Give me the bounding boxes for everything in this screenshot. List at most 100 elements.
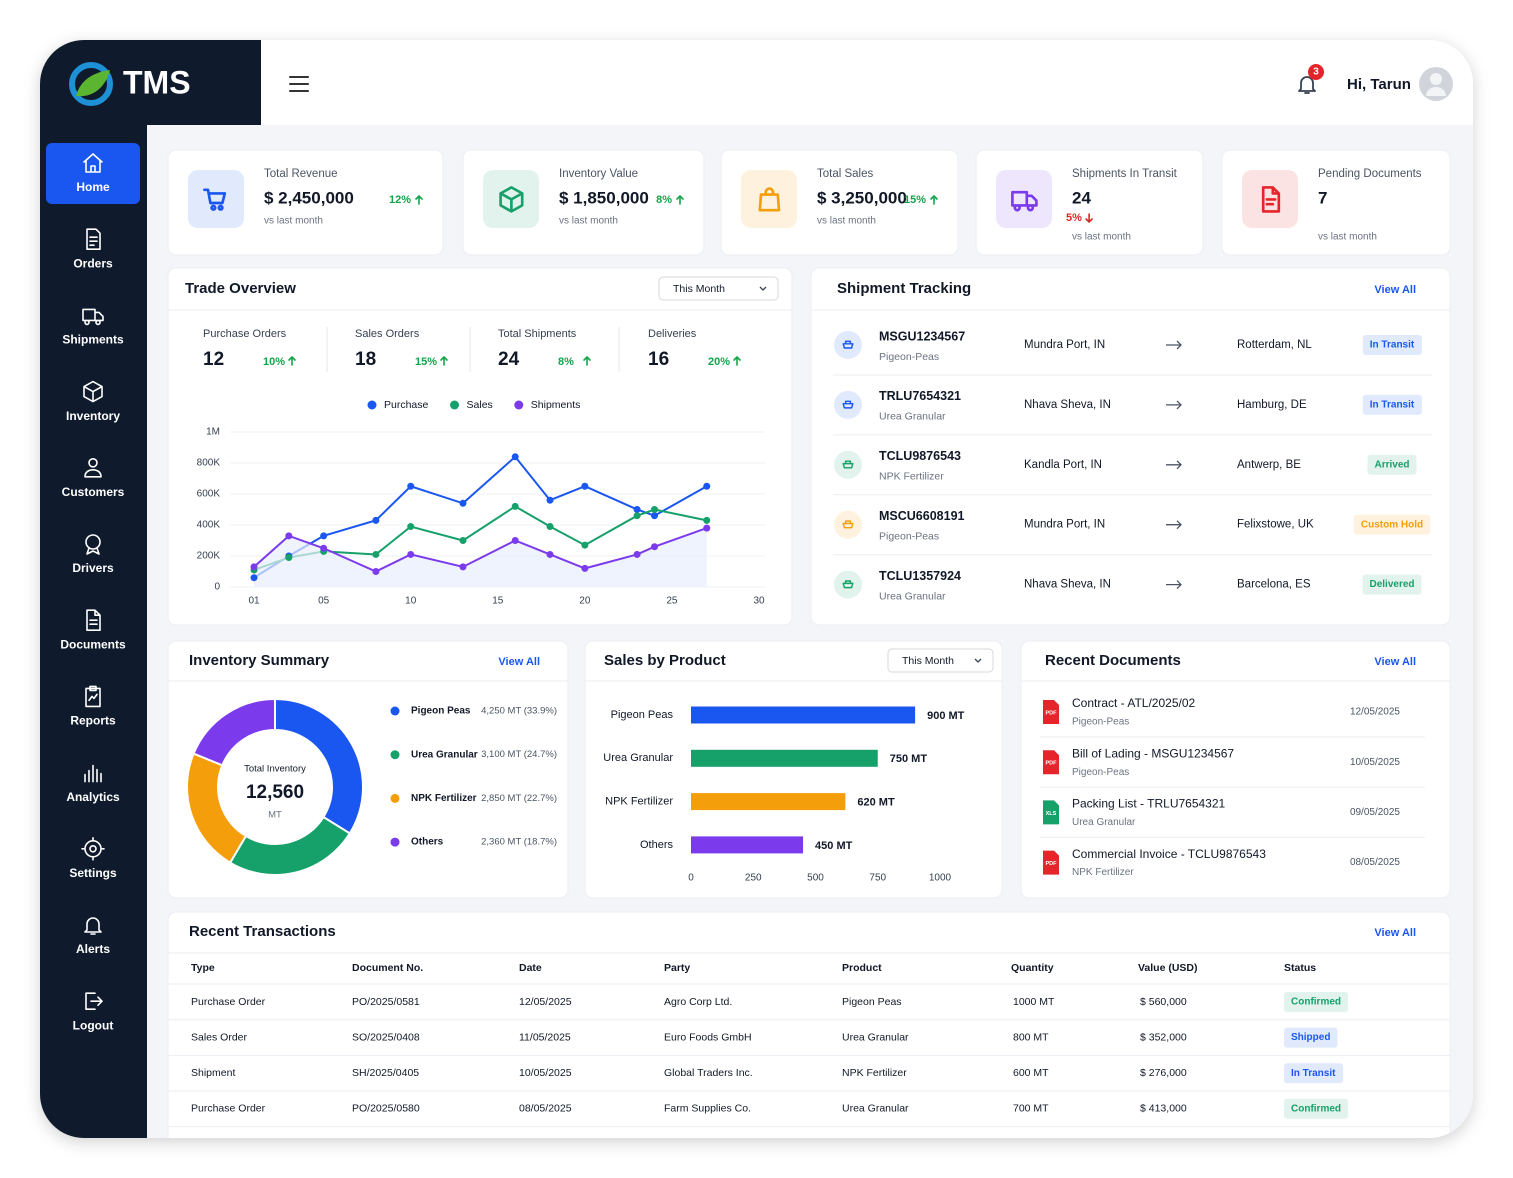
- x-tick-label: 0: [688, 873, 694, 884]
- nav-icon: [82, 308, 104, 326]
- view-all-link[interactable]: View All: [1374, 927, 1416, 939]
- sales-by-product-panel: [584, 640, 1003, 899]
- nav-item[interactable]: Alerts: [76, 917, 110, 956]
- bar: [691, 749, 878, 767]
- view-all-link[interactable]: View All: [1374, 656, 1416, 668]
- legend-value: 3,100 MT (24.7%): [481, 749, 557, 760]
- nav-item[interactable]: Shipments: [62, 308, 124, 347]
- stat-change: 15%: [415, 356, 437, 368]
- stat-change: 8%: [558, 356, 574, 368]
- file-type: PDF: [1046, 861, 1058, 867]
- legend-value: 4,250 MT (33.9%): [481, 706, 557, 717]
- table-cell: Euro Foods GmbH: [664, 1031, 752, 1043]
- legend-label: Purchase: [384, 399, 429, 411]
- nav-item[interactable]: Analytics: [66, 764, 120, 804]
- nav-label: Analytics: [66, 790, 120, 804]
- kpi-title: Pending Documents: [1318, 168, 1422, 180]
- table-cell: Pigeon Peas: [842, 996, 902, 1008]
- legend-marker: [514, 400, 524, 410]
- table-cell: 08/05/2025: [519, 1103, 572, 1115]
- status-badge: [1284, 1063, 1344, 1084]
- file-icon: [1043, 800, 1059, 825]
- line-point: [459, 537, 467, 544]
- nav-label: Inventory: [66, 409, 120, 423]
- document-title: Commercial Invoice - TCLU9876543: [1072, 847, 1266, 861]
- nav-item-active: [46, 143, 140, 204]
- file-icon: [1043, 750, 1059, 775]
- file-type: XLS: [1046, 811, 1057, 817]
- shipment-destination: Barcelona, ES: [1237, 579, 1311, 591]
- x-tick-label: 15: [492, 596, 504, 607]
- nav-icon: [86, 228, 101, 250]
- shipment-icon-bg: [834, 331, 862, 359]
- line-point: [581, 564, 589, 572]
- line-point: [546, 523, 554, 531]
- nav-item[interactable]: Documents: [60, 609, 126, 651]
- nav-label: Customers: [62, 485, 125, 499]
- line-point: [250, 563, 258, 571]
- nav-item[interactable]: Reports: [70, 685, 116, 728]
- status-badge: [1362, 335, 1422, 355]
- shipment-icon-bg: [834, 390, 862, 419]
- view-all-link[interactable]: View All: [498, 656, 540, 668]
- shipment-icon: [842, 460, 854, 469]
- shipment-destination: Rotterdam, NL: [1237, 339, 1312, 351]
- status-badge-text: Confirmed: [1291, 1103, 1341, 1114]
- shipment-origin: Mundra Port, IN: [1024, 519, 1105, 531]
- nav-label: Drivers: [72, 561, 114, 575]
- legend-marker: [390, 793, 400, 803]
- line-point: [511, 453, 519, 461]
- kpi-change: 5%: [1066, 212, 1082, 224]
- legend-marker: [390, 750, 400, 760]
- nav-label: Reports: [70, 714, 116, 728]
- nav-item[interactable]: Inventory: [66, 380, 120, 423]
- trend-arrow: [583, 355, 591, 366]
- legend-label: Sales: [467, 399, 493, 411]
- line-point: [459, 499, 467, 507]
- donut-segment: [192, 697, 276, 767]
- document-title: Bill of Lading - MSGU1234567: [1072, 746, 1234, 760]
- kpi-value: $ 2,450,000: [264, 188, 354, 207]
- nav-item[interactable]: Logout: [73, 992, 114, 1032]
- stat-label: Sales Orders: [355, 328, 420, 340]
- column-header: Party: [664, 962, 690, 974]
- recent-transactions-panel: [167, 911, 1451, 1138]
- panel-title: Sales by Product: [604, 652, 726, 669]
- line-point: [285, 554, 293, 562]
- route-arrow: [1166, 400, 1182, 410]
- kpi-icon: [499, 186, 524, 213]
- trend-arrow: [440, 355, 448, 366]
- dropdown[interactable]: [658, 276, 779, 301]
- line-point: [407, 482, 415, 490]
- y-category-label: Others: [640, 839, 674, 851]
- table-cell: Purchase Order: [191, 996, 266, 1008]
- dropdown[interactable]: [887, 648, 994, 673]
- x-tick-label: 01: [248, 596, 260, 607]
- shipment-icon: [842, 400, 854, 409]
- file-type: PDF: [1046, 710, 1058, 716]
- status-badge-text: In Transit: [1291, 1068, 1336, 1079]
- table-cell: $ 276,000: [1140, 1067, 1187, 1079]
- menu-toggle[interactable]: [284, 70, 314, 98]
- x-tick-label: 750: [869, 873, 886, 884]
- trend-arrow: [930, 194, 938, 205]
- donut-center-unit: MT: [268, 810, 282, 821]
- nav-item[interactable]: Orders: [73, 228, 113, 270]
- bar: [691, 793, 846, 811]
- dropdown-text: This Month: [902, 655, 954, 667]
- view-all-link[interactable]: View All: [1374, 284, 1416, 296]
- nav-item[interactable]: Customers: [62, 458, 125, 499]
- nav-label: Home: [76, 180, 110, 194]
- notification-bell[interactable]: [1298, 76, 1316, 94]
- line-point: [320, 544, 328, 552]
- table-cell: 600 MT: [1013, 1067, 1049, 1079]
- x-tick-label: 500: [807, 873, 824, 884]
- nav-item[interactable]: Home: [46, 143, 140, 204]
- legend-marker: [390, 837, 400, 847]
- table-cell: $ 352,000: [1140, 1031, 1187, 1043]
- dropdown-chevron: [759, 286, 767, 291]
- nav-item[interactable]: Settings: [69, 836, 117, 880]
- nav-item[interactable]: Drivers: [72, 534, 114, 575]
